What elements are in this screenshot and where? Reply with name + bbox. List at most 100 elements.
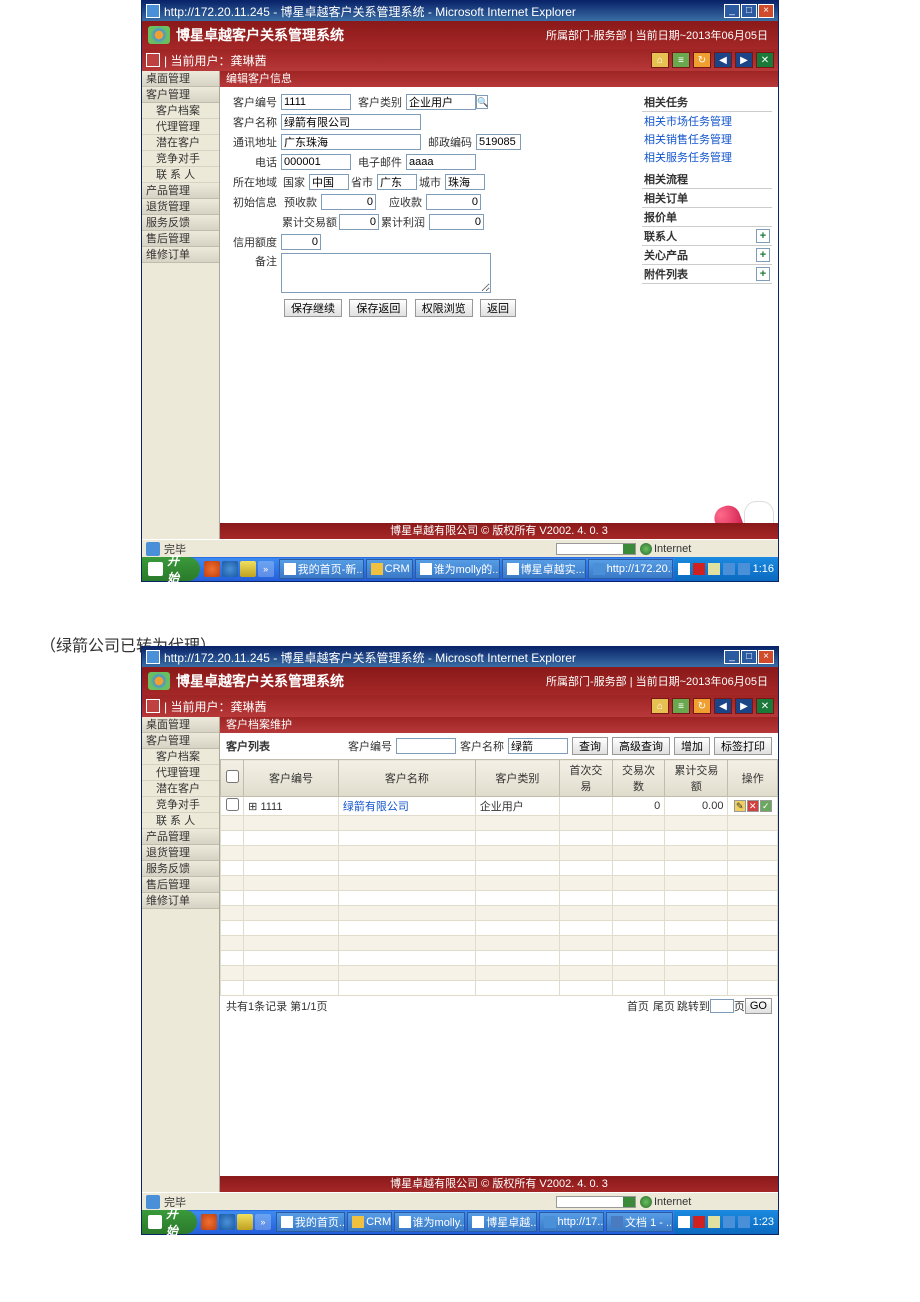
table-row[interactable]: ⊞ 1111 绿箭有限公司 企业用户 0 0.00 ✎ ✕ ✓	[221, 797, 778, 816]
nav-aftersale[interactable]: 售后管理	[142, 877, 219, 893]
pager-first[interactable]: 首页	[627, 998, 649, 1014]
quicklaunch-ie-icon[interactable]	[222, 561, 238, 577]
input-total-profit[interactable]	[429, 214, 484, 230]
refresh-button[interactable]: ↻	[693, 698, 711, 714]
minimize-button[interactable]: _	[724, 4, 740, 18]
task-item-1[interactable]: 我的首页-新...	[279, 559, 364, 579]
save-back-button[interactable]: 保存返回	[349, 299, 407, 317]
refresh-button[interactable]: ↻	[693, 52, 711, 68]
input-phone[interactable]	[281, 154, 351, 170]
nav-agent[interactable]: 代理管理	[142, 765, 219, 781]
input-customer-no[interactable]	[281, 94, 351, 110]
nav-feedback[interactable]: 服务反馈	[142, 861, 219, 877]
forward-button[interactable]: ▶	[735, 52, 753, 68]
add-product-button[interactable]: +	[756, 248, 770, 262]
input-receivable[interactable]	[426, 194, 481, 210]
task-link-service[interactable]: 相关服务任务管理	[642, 148, 772, 166]
tray-icon-5[interactable]	[738, 563, 750, 575]
nav-customer-archive[interactable]: 客户档案	[142, 103, 219, 119]
quicklaunch-more-icon[interactable]: »	[255, 1214, 271, 1230]
nav-potential[interactable]: 潜在客户	[142, 135, 219, 151]
nav-feedback[interactable]: 服务反馈	[142, 215, 219, 231]
nav-agent[interactable]: 代理管理	[142, 119, 219, 135]
home-button[interactable]: ⌂	[651, 698, 669, 714]
nav-customer[interactable]: 客户管理	[142, 733, 219, 749]
input-total-trans[interactable]	[339, 214, 379, 230]
input-remark[interactable]	[281, 253, 491, 293]
back-button[interactable]: 返回	[480, 299, 516, 317]
input-customer-name[interactable]	[281, 114, 421, 130]
nav-desktop[interactable]: 桌面管理	[142, 717, 219, 733]
forward-button[interactable]: ▶	[735, 698, 753, 714]
add-attach-button[interactable]: +	[756, 267, 770, 281]
pager-input[interactable]	[710, 999, 734, 1013]
task-item-5[interactable]: http://172.20...	[588, 559, 673, 579]
quicklaunch-more-icon[interactable]: »	[258, 561, 274, 577]
tray-network-icon[interactable]	[723, 563, 735, 575]
delete-icon[interactable]: ✕	[747, 800, 759, 812]
start-button[interactable]: 开始	[142, 1210, 197, 1234]
nav-product[interactable]: 产品管理	[142, 183, 219, 199]
maximize-button[interactable]: □	[741, 4, 757, 18]
task-item-3[interactable]: 谁为molly...	[394, 1212, 466, 1232]
tray-icon-2[interactable]	[693, 1216, 705, 1228]
minimize-button[interactable]: _	[724, 650, 740, 664]
quicklaunch-firefox-icon[interactable]	[201, 1214, 217, 1230]
pager-last[interactable]: 尾页	[653, 998, 675, 1014]
maximize-button[interactable]: □	[741, 650, 757, 664]
search-name-input[interactable]	[508, 738, 568, 754]
back-button[interactable]: ◀	[714, 698, 732, 714]
pager-go-button[interactable]: GO	[745, 998, 772, 1014]
close-button[interactable]: ×	[758, 4, 774, 18]
exit-button[interactable]: ✕	[756, 698, 774, 714]
row-check[interactable]	[226, 798, 239, 811]
quicklaunch-ie-icon[interactable]	[219, 1214, 235, 1230]
quicklaunch-note-icon[interactable]	[240, 561, 256, 577]
nav-contacts[interactable]: 联 系 人	[142, 813, 219, 829]
tray-icon-2[interactable]	[693, 563, 705, 575]
task-item-5[interactable]: http://17...	[539, 1212, 605, 1232]
edit-icon[interactable]: ✎	[734, 800, 746, 812]
nav-aftersale[interactable]: 售后管理	[142, 231, 219, 247]
add-button[interactable]: 增加	[674, 737, 710, 755]
task-link-market[interactable]: 相关市场任务管理	[642, 112, 772, 130]
nav-competitor[interactable]: 竞争对手	[142, 151, 219, 167]
nav-return[interactable]: 退货管理	[142, 845, 219, 861]
add-contact-button[interactable]: +	[756, 229, 770, 243]
nav-repair[interactable]: 维修订单	[142, 893, 219, 909]
task-link-sales[interactable]: 相关销售任务管理	[642, 130, 772, 148]
adv-query-button[interactable]: 高级查询	[612, 737, 670, 755]
list-button[interactable]: ≡	[672, 698, 690, 714]
print-button[interactable]: 标签打印	[714, 737, 772, 755]
th-check[interactable]	[221, 760, 244, 797]
task-item-2[interactable]: CRM	[347, 1212, 391, 1232]
start-button[interactable]: 开始	[142, 557, 200, 581]
check-all[interactable]	[226, 770, 239, 783]
home-button[interactable]: ⌂	[651, 52, 669, 68]
task-item-3[interactable]: 谁为molly的...	[415, 559, 500, 579]
query-button[interactable]: 查询	[572, 737, 608, 755]
tray-icon-5[interactable]	[738, 1216, 750, 1228]
list-button[interactable]: ≡	[672, 52, 690, 68]
input-customer-type[interactable]	[406, 94, 476, 110]
task-item-1[interactable]: 我的首页...	[276, 1212, 345, 1232]
nav-desktop[interactable]: 桌面管理	[142, 71, 219, 87]
back-button[interactable]: ◀	[714, 52, 732, 68]
view-icon[interactable]: ✓	[760, 800, 772, 812]
input-email[interactable]	[406, 154, 476, 170]
nav-product[interactable]: 产品管理	[142, 829, 219, 845]
search-no-input[interactable]	[396, 738, 456, 754]
tray-volume-icon[interactable]	[708, 563, 720, 575]
input-city[interactable]	[445, 174, 485, 190]
nav-potential[interactable]: 潜在客户	[142, 781, 219, 797]
input-prepay[interactable]	[321, 194, 376, 210]
input-postal[interactable]	[476, 134, 521, 150]
nav-competitor[interactable]: 竞争对手	[142, 797, 219, 813]
customer-type-picker-icon[interactable]: 🔍	[476, 95, 488, 109]
input-credit[interactable]	[281, 234, 321, 250]
tray-icon-1[interactable]	[678, 1216, 690, 1228]
exit-button[interactable]: ✕	[756, 52, 774, 68]
tray-volume-icon[interactable]	[708, 1216, 720, 1228]
nav-customer-archive[interactable]: 客户档案	[142, 749, 219, 765]
permission-button[interactable]: 权限浏览	[415, 299, 473, 317]
